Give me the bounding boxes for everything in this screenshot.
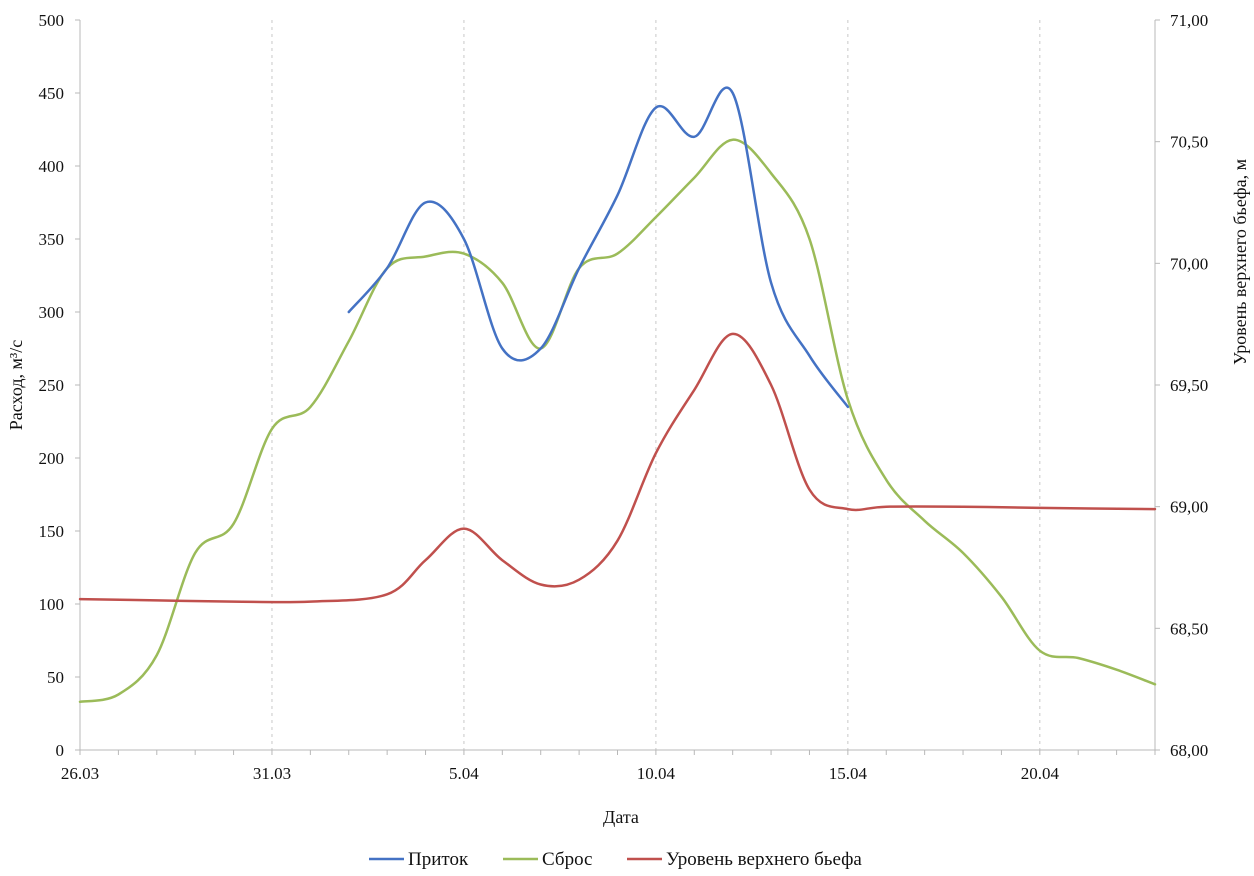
y-left-tick-label: 100 (39, 595, 65, 614)
y-left-tick-label: 250 (39, 376, 65, 395)
series-line-discharge (78, 138, 1157, 704)
y-left-tick-label: 300 (39, 303, 65, 322)
y-left-tick-label: 50 (47, 668, 64, 687)
series-line-headwater-level (78, 332, 1157, 604)
x-tick-label: 5.04 (449, 764, 479, 783)
x-tick-label: 26.03 (61, 764, 99, 783)
y-left-tick-label: 500 (39, 11, 65, 30)
y-left-axis-title: Расход, м³/с (6, 340, 26, 430)
y-right-tick-label: 69,50 (1170, 376, 1208, 395)
x-tick-label: 10.04 (637, 764, 676, 783)
x-axis-title: Дата (603, 807, 639, 827)
vertical-gridlines (271, 20, 1041, 750)
y-right-tick-label: 70,00 (1170, 254, 1208, 273)
series-line-inflow (347, 86, 850, 409)
axes (75, 19, 1160, 755)
y-left-tick-label: 450 (39, 84, 65, 103)
y-right-tick-label: 68,00 (1170, 741, 1208, 760)
y-left-tick-label: 350 (39, 230, 65, 249)
y-left-tick-label: 0 (56, 741, 65, 760)
series-lines (78, 86, 1157, 704)
x-tick-label: 15.04 (829, 764, 868, 783)
y-left-tick-label: 150 (39, 522, 65, 541)
y-right-axis-title: Уровень верхнего бьефа, м (1230, 159, 1250, 365)
y-right-tick-label: 70,50 (1170, 133, 1208, 152)
y-right-tick-label: 69,00 (1170, 498, 1208, 517)
y-right-tick-label: 71,00 (1170, 11, 1208, 30)
legend-label-headwater-level: Уровень верхнего бьефа (666, 849, 862, 870)
legend: Приток Сброс Уровень верхнего бьефа (369, 849, 862, 870)
y-left-tick-label: 200 (39, 449, 65, 468)
legend-label-inflow: Приток (408, 849, 469, 870)
x-tick-label: 20.04 (1021, 764, 1060, 783)
legend-label-discharge: Сброс (542, 849, 592, 870)
x-tick-label: 31.03 (253, 764, 291, 783)
y-right-tick-label: 68,50 (1170, 619, 1208, 638)
tick-labels: 26.03 31.03 5.04 10.04 15.04 20.04 0 50 100 150 20… (39, 11, 1209, 783)
y-left-tick-label: 400 (39, 157, 65, 176)
